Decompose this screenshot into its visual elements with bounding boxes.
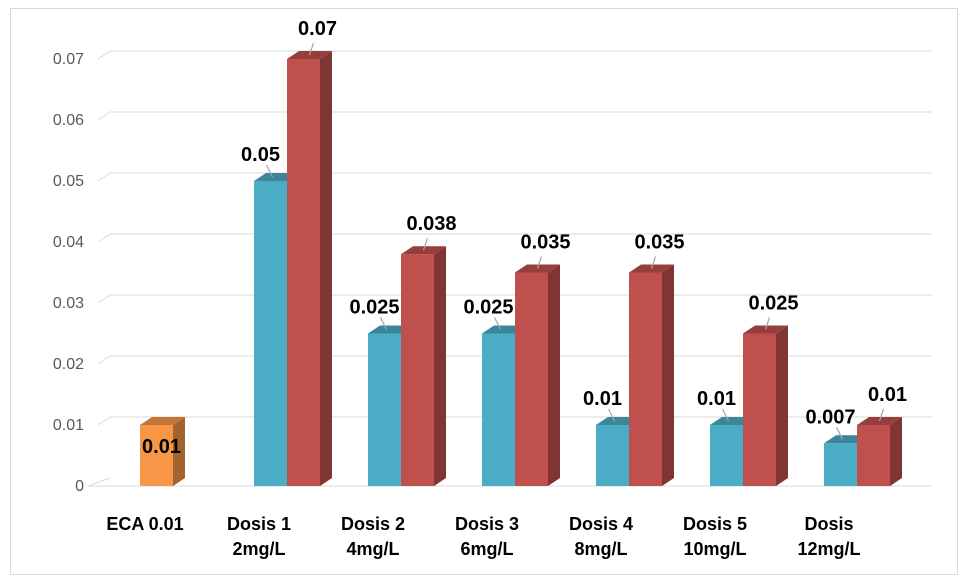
series1-data-label: 0.05 [241,144,280,166]
gridline-diagonal [97,416,111,426]
x-category-label: Dosis 2 [341,514,405,534]
x-category-label: 4mg/L [346,539,399,559]
series2-leader-line [764,317,771,330]
series2-leader-line [878,408,885,422]
y-tick-label: 0.02 [53,356,84,373]
series1-leader-line [379,317,388,330]
series1-leader-line [493,317,502,330]
series1-leader-line [721,408,730,422]
y-tick-label: 0.01 [53,417,84,434]
series1-leader-line [607,408,616,422]
series2-bar [401,254,434,486]
series1-bar [254,181,287,486]
series2-bar-side [776,325,788,486]
series2-leader-line [308,42,315,56]
series2-bar [515,272,548,486]
series2-data-label: 0.035 [520,232,570,254]
series2-data-label: 0.035 [634,232,684,254]
x-category-label: 12mg/L [797,539,860,559]
series2-bar [743,333,776,486]
series2-data-label: 0.025 [748,293,798,315]
reference-bar [140,425,173,486]
gridline-diagonal [97,294,111,304]
series1-data-label: 0.01 [583,388,622,410]
series2-leader-line [422,238,429,251]
series1-bar [710,425,743,486]
x-category-label: 8mg/L [574,539,627,559]
x-category-label: Dosis 1 [227,514,291,534]
series1-data-label: 0.01 [697,388,736,410]
series1-bar [824,443,857,486]
x-category-label: 2mg/L [232,539,285,559]
series1-data-label: 0.025 [463,297,513,319]
series1-leader-line [265,164,274,178]
y-tick-label: 0.07 [53,51,84,68]
series1-data-label: 0.007 [805,406,855,428]
y-tick-label: 0 [75,478,84,495]
series2-bar-side [434,246,446,486]
series2-bar [857,425,890,486]
gridline-diagonal [97,172,111,182]
gridline-diagonal [97,111,111,121]
x-category-label: 10mg/L [683,539,746,559]
chart-frame [10,8,958,575]
y-tick-label: 0.04 [53,234,84,251]
y-tick-label: 0.06 [53,112,84,129]
x-category-label: Dosis [804,514,853,534]
reference-bar-label: 0.01 [142,436,181,458]
series1-bar [482,333,515,486]
y-tick-label: 0.05 [53,173,84,190]
series2-bar-side [890,417,902,486]
x-category-label: 6mg/L [460,539,513,559]
series2-data-label: 0.038 [406,213,456,235]
x-category-label: Dosis 5 [683,514,747,534]
series2-bar [629,272,662,486]
gridline-diagonal [97,50,111,60]
series1-bar [368,333,401,486]
series1-bar [596,425,629,486]
series2-bar [287,59,320,486]
floor-edge-line [87,477,111,487]
series2-leader-line [650,256,657,269]
series2-leader-line [536,256,543,269]
y-tick-label: 0.03 [53,295,84,312]
reference-bar-side [173,417,185,486]
gridline-diagonal [97,355,111,365]
series2-bar-side [662,264,674,486]
x-category-label: ECA 0.01 [106,514,183,534]
series2-bar-side [548,264,560,486]
series2-data-label: 0.01 [868,384,907,406]
series1-leader-line [835,427,844,440]
series1-data-label: 0.025 [349,297,399,319]
series2-bar-side [320,51,332,486]
x-category-label: Dosis 3 [455,514,519,534]
series2-data-label: 0.07 [298,18,337,40]
gridline-diagonal [97,233,111,243]
x-category-label: Dosis 4 [569,514,633,534]
reference-bar-top [140,417,185,425]
